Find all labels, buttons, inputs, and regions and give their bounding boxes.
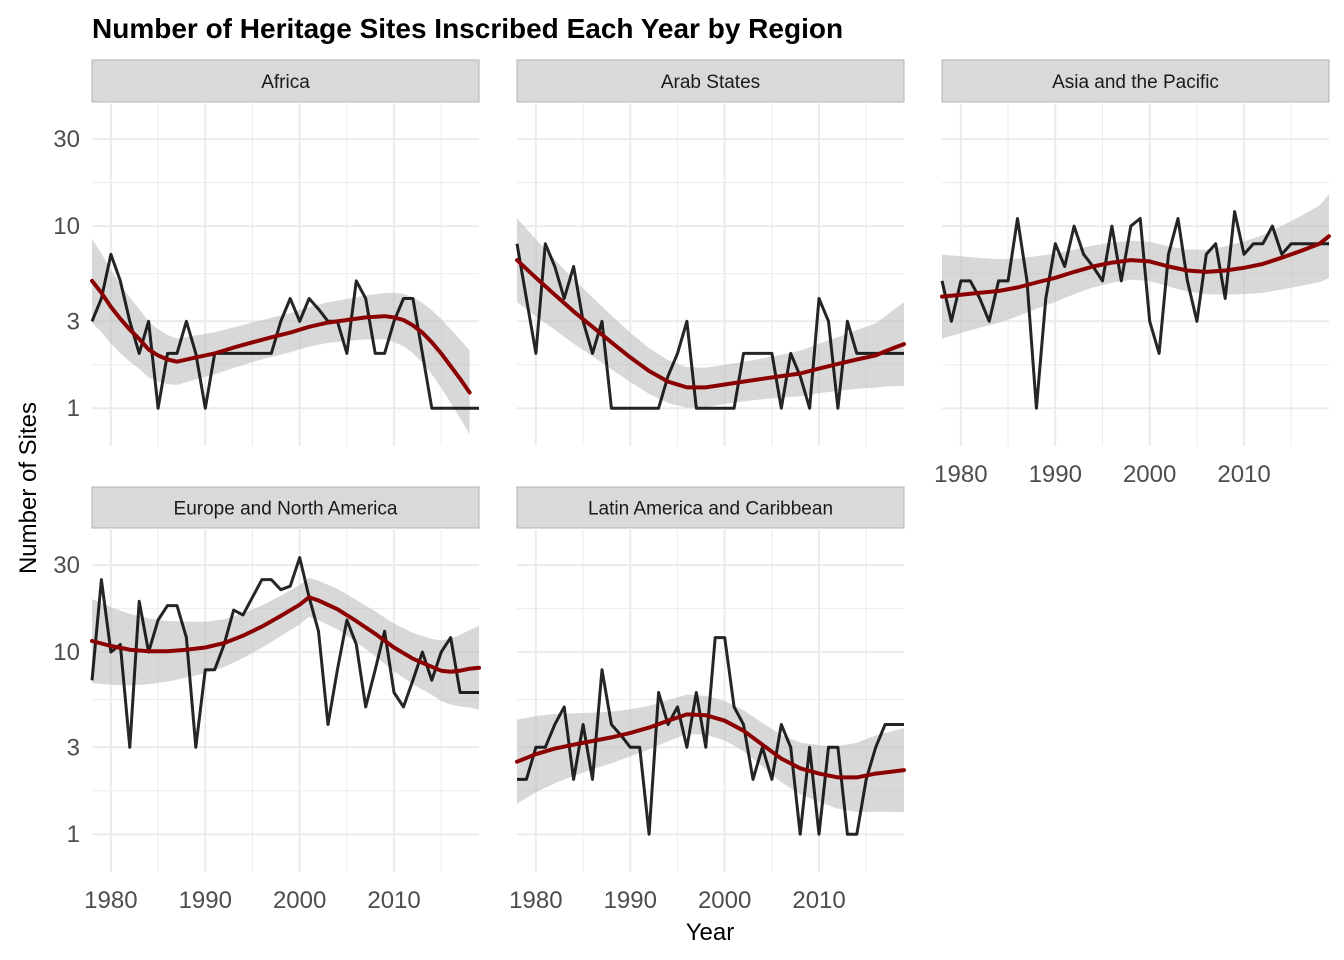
strip-label-arab-states: Arab States	[661, 72, 760, 93]
y-tick-label: 30	[53, 126, 80, 153]
strip-label-latin-america-and-caribbean: Latin America and Caribbean	[588, 499, 833, 520]
series-line-asia-and-the-pacific	[940, 210, 1329, 410]
confidence-band-latin-america-and-caribbean	[517, 694, 904, 812]
x-tick-label: 1980	[509, 887, 562, 914]
x-tick-label: 1980	[934, 461, 987, 488]
x-tick-label: 1990	[604, 887, 657, 914]
series-line-latin-america-and-caribbean	[517, 636, 904, 836]
strip-label-asia-and-the-pacific: Asia and the Pacific	[1052, 72, 1219, 93]
y-tick-label: 10	[53, 639, 80, 666]
y-tick-label: 1	[67, 395, 80, 422]
y-tick-label: 10	[53, 213, 80, 240]
confidence-band-asia-and-the-pacific	[942, 194, 1329, 339]
trend-line-arab-states	[515, 258, 906, 390]
panel-latin-america-and-caribbean: Latin America and Caribbean 1980 1990 2000 2…	[509, 486, 906, 914]
x-tick-label: 2010	[367, 887, 420, 914]
y-tick-label: 1	[67, 821, 80, 848]
grid-europe-and-north-america	[92, 528, 479, 872]
trend-line-europe-and-north-america	[90, 595, 481, 674]
series-line-arab-states	[515, 242, 904, 410]
trend-line-latin-america-and-caribbean	[515, 712, 906, 780]
y-tick-label: 3	[67, 308, 80, 335]
panels-layer: Africa 1 3 10 30 Arab States Asia and the Paci…	[53, 59, 1331, 914]
series-line-europe-and-north-america	[90, 556, 479, 749]
x-axis-title: Year	[686, 919, 735, 946]
panel-europe-and-north-america: Europe and North America 1 3 10 30 1980 1990 20…	[53, 486, 481, 914]
panel-africa: Africa 1 3 10 30	[53, 59, 480, 446]
strip-arab-states	[516, 59, 905, 103]
x-tick-label: 1990	[179, 887, 232, 914]
panel-arab-states: Arab States	[515, 59, 906, 446]
strip-label-europe-and-north-america: Europe and North America	[174, 499, 398, 520]
strip-label-africa: Africa	[261, 72, 310, 93]
x-tick-label: 2000	[698, 887, 751, 914]
strip-latin-america-and-caribbean	[516, 486, 905, 529]
strip-europe-and-north-america	[91, 486, 480, 529]
chart-title: Number of Heritage Sites Inscribed Each …	[92, 13, 843, 44]
x-tick-label: 2000	[1123, 461, 1176, 488]
x-tick-label: 1990	[1029, 461, 1082, 488]
trend-line-africa	[90, 278, 472, 395]
panel-asia-and-the-pacific: Asia and the Pacific 1980 1990 2000 2010	[934, 59, 1331, 488]
trend-line-asia-and-the-pacific	[940, 234, 1331, 299]
grid-africa	[92, 102, 479, 446]
y-tick-label: 30	[53, 552, 80, 579]
strip-africa	[91, 59, 480, 103]
y-tick-label: 3	[67, 734, 80, 761]
x-tick-label: 1980	[84, 887, 137, 914]
strip-asia-and-the-pacific	[941, 59, 1330, 103]
x-tick-label: 2000	[273, 887, 326, 914]
x-tick-label: 2010	[792, 887, 845, 914]
y-axis-title: Number of Sites	[15, 402, 42, 574]
x-tick-label: 2010	[1217, 461, 1270, 488]
confidence-band-arab-states	[517, 218, 904, 408]
series-line-africa	[90, 252, 479, 410]
